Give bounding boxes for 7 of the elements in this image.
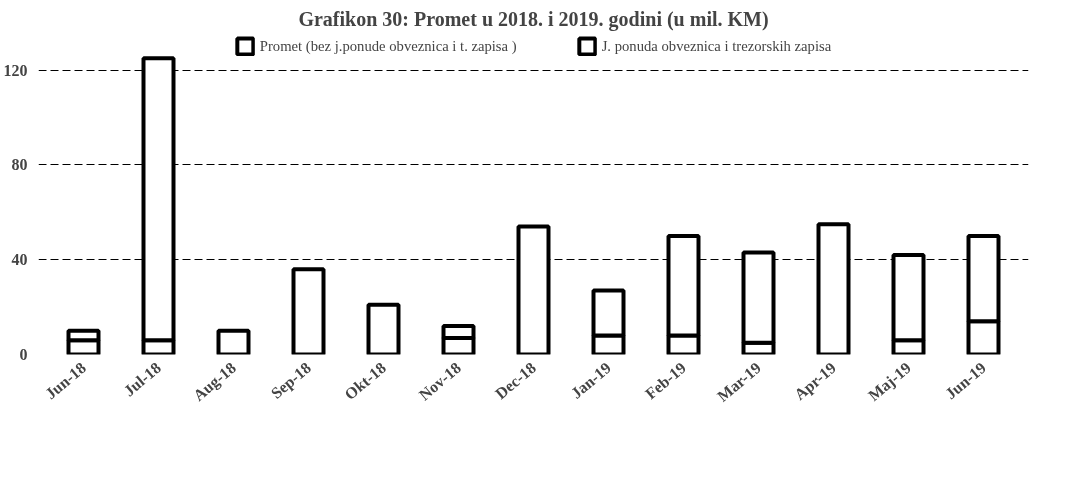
legend-label: Promet (bez j.ponude obveznica i t. zapisa )	[259, 37, 517, 55]
chart-title: Grafikon 30: Promet u 2018. i 2019. godini (u mil. KM)	[298, 7, 769, 31]
y-tick-label: 40	[11, 251, 28, 269]
y-tick-label: 0	[19, 346, 28, 363]
y-tick-label: 120	[3, 61, 28, 79]
y-tick-label: 80	[11, 156, 28, 174]
legend-label: J. ponuda obveznica i trezorskih zapisa	[601, 37, 832, 55]
